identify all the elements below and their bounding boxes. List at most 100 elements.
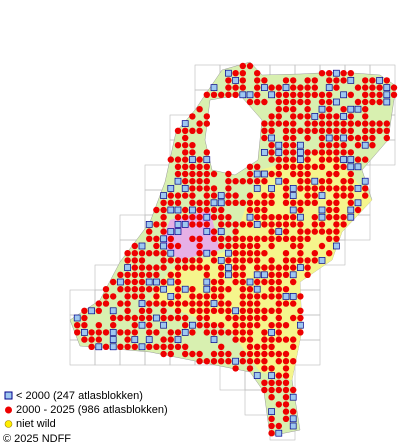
recent-record-dot (333, 127, 340, 134)
recent-record-dot (362, 84, 369, 91)
recent-record-dot (369, 98, 376, 106)
recent-record-dot (246, 235, 254, 242)
recent-record-dot (297, 98, 304, 106)
recent-record-dot (333, 134, 340, 142)
recent-record-dot (210, 286, 218, 293)
recent-record-dot (189, 293, 196, 300)
recent-record-dot (196, 221, 203, 228)
recent-record-dot (362, 134, 369, 142)
recent-record-dot (311, 221, 318, 228)
old-record-square (261, 149, 268, 156)
recent-record-dot (354, 142, 362, 149)
recent-record-dot (102, 286, 110, 293)
recent-record-dot (369, 134, 376, 142)
recent-record-dot (297, 228, 304, 235)
old-record-square (268, 329, 275, 336)
recent-record-dot (131, 322, 138, 329)
recent-record-dot (311, 214, 318, 221)
recent-record-dot (239, 293, 246, 300)
recent-record-dot (174, 214, 182, 221)
recent-record-dot (182, 134, 189, 142)
recent-record-dot (261, 314, 268, 322)
recent-record-dot (333, 77, 340, 84)
recent-record-dot (232, 336, 239, 343)
recent-record-dot (239, 242, 246, 250)
recent-record-dot (203, 271, 210, 278)
old-record-square (275, 429, 283, 437)
legend-red-dot (5, 406, 12, 414)
recent-record-dot (376, 127, 383, 134)
recent-record-dot (383, 134, 390, 142)
recent-record-dot (203, 300, 210, 307)
recent-record-dot (239, 307, 246, 314)
recent-record-dot (261, 214, 268, 221)
recent-record-dot (254, 250, 261, 257)
old-record-square (347, 105, 355, 113)
recent-record-dot (232, 91, 239, 99)
recent-record-dot (189, 257, 196, 264)
recent-record-dot (88, 329, 95, 336)
old-record-square (311, 177, 319, 185)
recent-record-dot (362, 156, 369, 163)
recent-record-dot (88, 336, 95, 343)
recent-record-dot (275, 120, 282, 127)
recent-record-dot (333, 120, 340, 127)
recent-record-dot (225, 192, 232, 199)
recent-record-dot (131, 264, 138, 271)
old-record-square (73, 314, 81, 322)
recent-record-dot (318, 221, 326, 228)
recent-record-dot (254, 206, 261, 214)
recent-record-dot (261, 386, 268, 394)
recent-record-dot (282, 149, 290, 156)
recent-record-dot (239, 336, 246, 343)
recent-record-dot (196, 120, 203, 127)
recent-record-dot (189, 192, 196, 199)
recent-record-dot (304, 84, 311, 91)
recent-record-dot (232, 178, 239, 185)
recent-record-dot (174, 156, 182, 163)
recent-record-dot (167, 199, 174, 206)
recent-record-dot (182, 300, 189, 307)
recent-record-dot (333, 113, 340, 120)
recent-record-dot (160, 300, 167, 307)
old-record-square (117, 278, 124, 286)
old-record-square (109, 307, 117, 315)
recent-record-dot (261, 120, 268, 127)
old-record-square (145, 336, 153, 343)
recent-record-dot (297, 314, 304, 322)
recent-record-dot (275, 422, 282, 430)
recent-record-dot (290, 84, 297, 91)
recent-record-dot (326, 98, 333, 106)
recent-record-dot (297, 84, 304, 91)
recent-record-dot (254, 242, 261, 250)
recent-record-dot (297, 127, 304, 134)
old-record-square (275, 177, 283, 185)
recent-record-dot (218, 214, 225, 221)
recent-record-dot (376, 120, 383, 127)
recent-record-dot (246, 307, 254, 314)
recent-record-dot (167, 336, 174, 343)
recent-record-dot (95, 329, 103, 336)
recent-record-dot (254, 322, 261, 329)
recent-record-dot (167, 343, 174, 350)
recent-record-dot (203, 149, 210, 156)
recent-record-dot (268, 278, 275, 286)
recent-record-dot (239, 62, 246, 70)
recent-record-dot (189, 264, 196, 271)
recent-record-dot (131, 278, 138, 286)
recent-record-dot (239, 70, 246, 77)
old-record-square (289, 293, 297, 300)
recent-record-dot (275, 293, 282, 300)
old-record-square (289, 185, 297, 192)
recent-record-dot (311, 199, 318, 206)
recent-record-dot (326, 156, 333, 163)
recent-record-dot (304, 120, 311, 127)
recent-record-dot (167, 350, 174, 358)
recent-record-dot (297, 250, 304, 257)
recent-record-dot (246, 62, 254, 70)
old-record-square (138, 242, 146, 250)
recent-record-dot (354, 98, 362, 106)
recent-record-dot (347, 149, 354, 156)
recent-record-dot (95, 307, 103, 314)
recent-record-dot (182, 343, 189, 350)
